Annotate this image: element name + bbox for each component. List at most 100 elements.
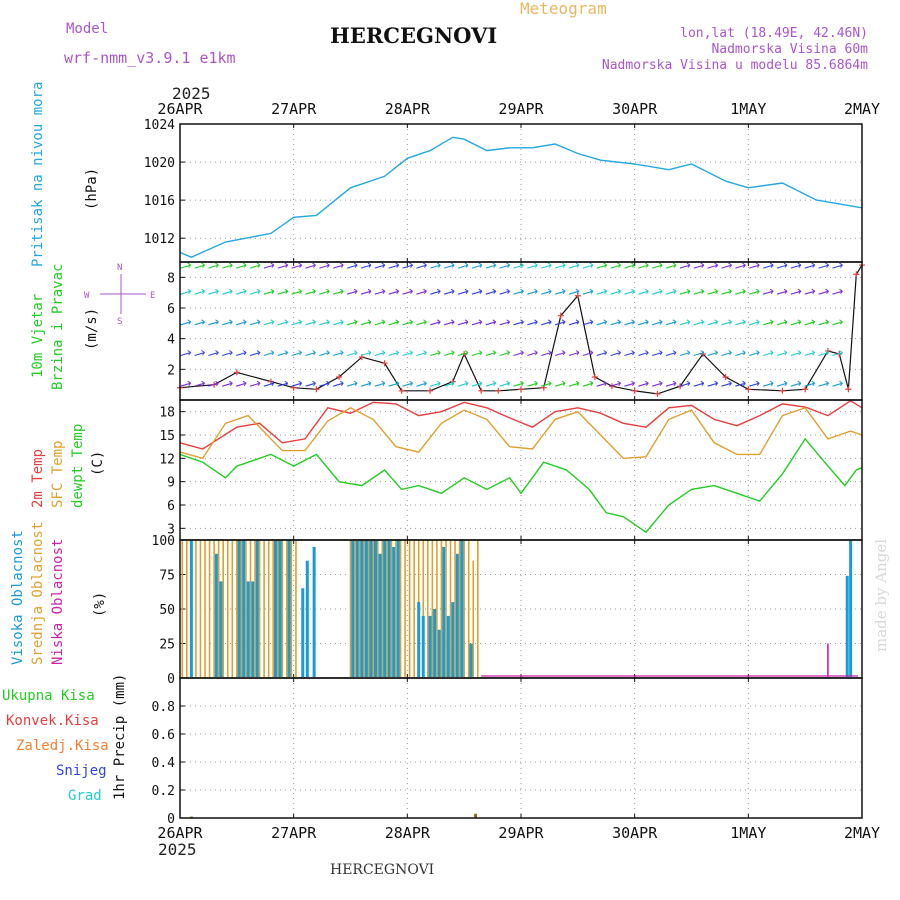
wind-arrow-head <box>589 319 594 325</box>
wind-compass-icon: N W E S <box>84 263 155 327</box>
cloud-bar <box>305 560 309 677</box>
wind-arrow <box>679 321 691 326</box>
wind-arrow <box>735 264 746 269</box>
wind-arrow <box>388 264 399 269</box>
wind-arrow-head <box>617 288 621 294</box>
wind-arrow-head <box>589 288 594 294</box>
wind-arrow-head <box>284 350 289 356</box>
wind-arrow-head <box>215 350 219 356</box>
cloud-bar <box>242 540 246 677</box>
wind-arrow-head <box>589 350 594 356</box>
cloud-bar <box>254 540 256 677</box>
wind-arrow <box>749 382 760 387</box>
wind-arrow <box>374 264 385 269</box>
wind-arrow-head <box>270 288 275 294</box>
wind-arrow-head <box>811 350 816 356</box>
wind-arrow-head <box>229 288 233 294</box>
wind-speed-marker <box>745 386 752 393</box>
wind-speed-marker <box>845 386 852 393</box>
wind-arrow-head <box>617 380 621 386</box>
wind-arrow <box>388 382 399 387</box>
wind-arrow <box>762 290 774 295</box>
wind-arrow-head <box>242 262 247 268</box>
wind-arrow-head <box>520 380 524 386</box>
wind-arrow-head <box>589 380 594 386</box>
wind-arrow-head <box>284 319 289 325</box>
wind-arrow-head <box>187 380 192 386</box>
wind-arrow-head <box>769 319 774 325</box>
wind-arrow-head <box>395 288 400 294</box>
wind-arrow-head <box>631 350 635 356</box>
cloud-bar <box>286 540 288 677</box>
wind-arrow-head <box>686 288 691 294</box>
wind-arrow <box>499 351 510 357</box>
wind-arrow-head <box>520 350 524 356</box>
wind-arrow <box>804 351 815 357</box>
wind-arrow-head <box>339 288 344 294</box>
cloud-mid-label: Srednja Oblacnost <box>30 522 46 665</box>
footer-title: HERCEGNOVI <box>330 862 434 878</box>
wind-arrow-head <box>464 380 469 386</box>
wind-arrow <box>679 351 691 357</box>
wind-arrow <box>652 290 663 295</box>
wind-arrow-head <box>534 380 538 386</box>
cloud-bar <box>849 540 853 677</box>
wind-arrow <box>291 351 302 357</box>
wind-arrow <box>471 290 483 295</box>
wind-arrow-head <box>464 319 469 325</box>
wind-arrow-head <box>658 380 663 386</box>
wind-arrow <box>333 321 344 326</box>
wind-arrow-head <box>603 319 608 325</box>
wind-arrow-head <box>686 262 691 268</box>
wind-arrow-head <box>201 288 205 294</box>
wind-arrow <box>679 290 691 295</box>
cloud-bar <box>442 546 446 677</box>
wind-arrow <box>624 264 635 269</box>
cloud-bar <box>413 540 415 677</box>
wind-arrow <box>554 382 566 387</box>
wind-arrow-head <box>825 262 829 268</box>
wind-arrow-head <box>658 350 663 356</box>
wind-arrow-head <box>547 262 552 268</box>
wind-arrow-head <box>256 319 261 325</box>
y-tick-label: 6 <box>167 499 175 514</box>
wind-arrow <box>360 290 372 295</box>
wind-arrow <box>693 264 704 269</box>
wind-arrow-head <box>547 350 552 356</box>
cloud-bar <box>451 602 455 677</box>
wind-arrow-head <box>339 350 344 356</box>
wind-arrow <box>652 382 663 387</box>
wind-arrow-head <box>506 350 511 356</box>
wind-arrow-head <box>326 380 330 386</box>
wind-arrow <box>263 264 275 269</box>
wind-arrow-head <box>631 288 635 294</box>
wind-arrow <box>665 321 677 326</box>
cloud-bar <box>372 540 375 677</box>
x-tick-label-bottom: 2MAY <box>844 824 880 842</box>
wind-arrow-head <box>658 319 663 325</box>
wind-arrow <box>277 290 288 295</box>
pressure-axis-title: Pritisak na nivou mora <box>30 82 46 267</box>
wind-arrow-head <box>714 288 719 294</box>
wind-arrow-head <box>395 380 400 386</box>
wind-arrow <box>291 290 302 295</box>
wind-arrow <box>346 382 358 387</box>
compass-north: N <box>117 263 122 273</box>
wind-arrow-head <box>839 380 843 386</box>
wind-arrow <box>305 264 316 269</box>
wind-arrow-head <box>298 319 303 325</box>
wind-arrow <box>776 290 788 295</box>
wind-arrow <box>679 382 691 387</box>
wind-arrow <box>541 321 552 326</box>
cloud-bar <box>408 540 411 677</box>
cloud-bar <box>186 540 188 677</box>
cloud-bar <box>195 540 197 677</box>
wind-speed-marker <box>591 374 598 380</box>
cloud-bar <box>437 629 441 677</box>
wind-arrow-head <box>298 350 303 356</box>
x-tick-label-bottom: 28APR <box>385 824 431 842</box>
wind-arrow <box>374 351 385 357</box>
wind-arrow <box>388 321 399 326</box>
wind-arrow-head <box>339 319 344 325</box>
